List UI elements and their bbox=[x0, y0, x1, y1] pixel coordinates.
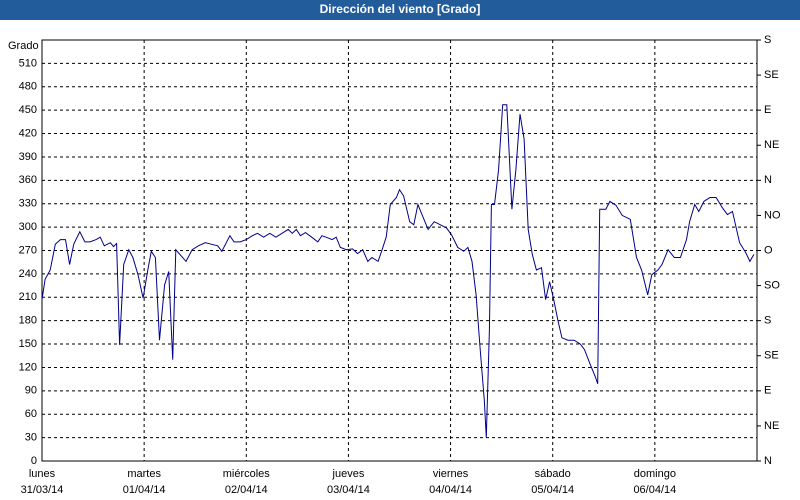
y2-tick-label: S bbox=[764, 34, 771, 46]
chart-title: Dirección del viento [Grado] bbox=[320, 2, 481, 16]
y2-tick-label: SE bbox=[764, 350, 779, 362]
y-tick-label: 480 bbox=[19, 81, 37, 93]
y2-tick-label: N bbox=[764, 174, 772, 186]
y-tick-label: 150 bbox=[19, 338, 37, 350]
y-tick-label: 90 bbox=[25, 385, 37, 397]
x-tick-sublabel: 03/04/14 bbox=[327, 484, 370, 496]
x-tick-label: domingo bbox=[634, 468, 676, 480]
y-tick-label: 420 bbox=[19, 127, 37, 139]
y2-tick-label: E bbox=[764, 385, 771, 397]
x-tick-label: miércoles bbox=[223, 468, 271, 480]
y2-tick-label: S bbox=[764, 315, 771, 327]
x-tick-sublabel: 05/04/14 bbox=[531, 484, 574, 496]
wind-direction-line bbox=[41, 104, 755, 438]
y-tick-label: 510 bbox=[19, 57, 37, 69]
y-tick-label: 240 bbox=[19, 268, 37, 280]
x-tick-label: viernes bbox=[433, 468, 469, 480]
y-tick-label: 180 bbox=[19, 315, 37, 327]
x-tick-label: lunes bbox=[29, 468, 56, 480]
y-axis-label: Grado bbox=[8, 40, 39, 52]
y-tick-label: 210 bbox=[19, 291, 37, 303]
x-tick-label: jueves bbox=[332, 468, 365, 480]
x-tick-sublabel: 04/04/14 bbox=[429, 484, 472, 496]
x-tick-sublabel: 02/04/14 bbox=[225, 484, 268, 496]
y-tick-label: 270 bbox=[19, 244, 37, 256]
y2-tick-label: NE bbox=[764, 420, 779, 432]
x-tick-sublabel: 31/03/14 bbox=[21, 484, 64, 496]
y2-tick-label: SE bbox=[764, 69, 779, 81]
y-tick-label: 390 bbox=[19, 151, 37, 163]
y-tick-label: 0 bbox=[31, 455, 37, 467]
y-tick-label: 120 bbox=[19, 361, 37, 373]
y2-tick-label: O bbox=[764, 244, 773, 256]
y-tick-label: 360 bbox=[19, 174, 37, 186]
x-tick-sublabel: 06/04/14 bbox=[633, 484, 676, 496]
y-tick-label: 30 bbox=[25, 432, 37, 444]
y2-tick-label: NE bbox=[764, 139, 779, 151]
x-tick-sublabel: 01/04/14 bbox=[123, 484, 166, 496]
y2-tick-label: SO bbox=[764, 279, 780, 291]
y2-tick-label: N bbox=[764, 455, 772, 467]
y2-tick-label: E bbox=[764, 104, 771, 116]
x-tick-label: martes bbox=[127, 468, 161, 480]
title-bar bbox=[0, 0, 800, 20]
y-tick-label: 300 bbox=[19, 221, 37, 233]
y-tick-label: 60 bbox=[25, 408, 37, 420]
plot-frame bbox=[41, 39, 758, 462]
x-tick-label: sábado bbox=[535, 468, 571, 480]
y2-tick-label: NO bbox=[764, 209, 781, 221]
y-tick-label: 450 bbox=[19, 104, 37, 116]
y-tick-label: 330 bbox=[19, 198, 37, 210]
